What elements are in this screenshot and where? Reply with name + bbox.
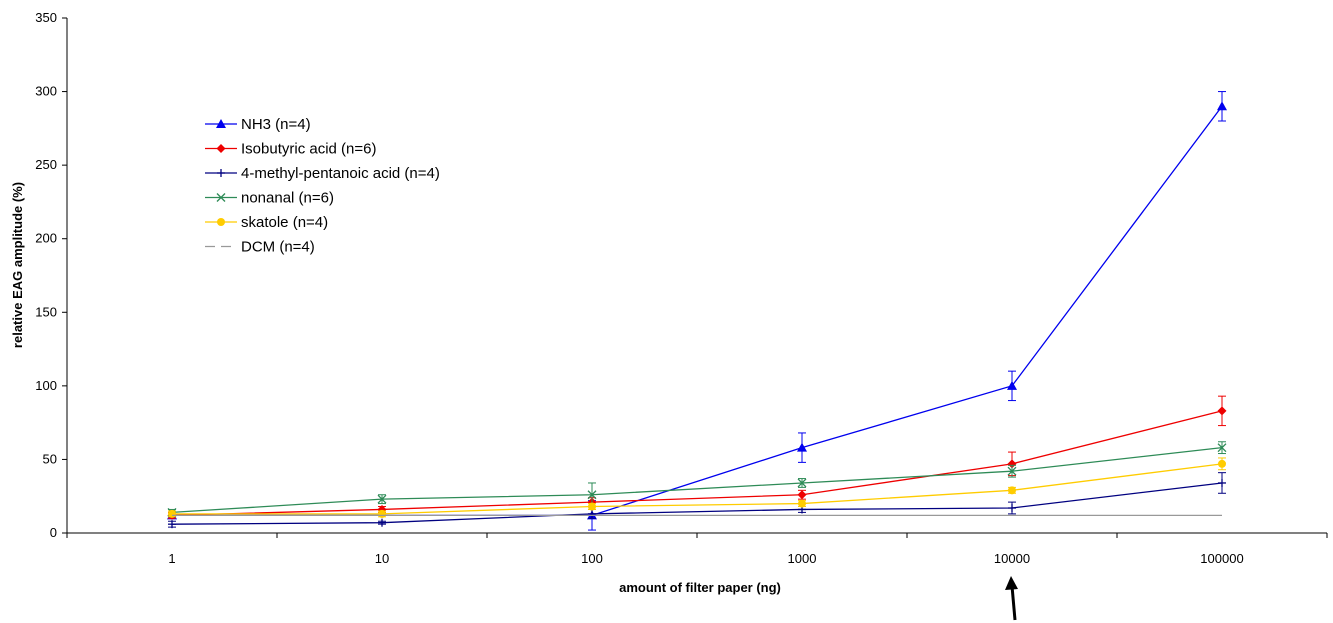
y-axis-title: relative EAG amplitude (%) xyxy=(10,182,25,348)
legend-entry: Isobutyric acid (n=6) xyxy=(205,141,376,158)
legend-label: DCM (n=4) xyxy=(241,239,315,256)
y-tick-label: 300 xyxy=(35,84,57,99)
data-point xyxy=(797,478,807,488)
x-tick-label: 10000 xyxy=(994,551,1030,566)
marker-triangle xyxy=(1217,101,1227,111)
legend-entry: skatole (n=4) xyxy=(205,214,328,231)
arrow-shaft xyxy=(1010,585,1017,621)
x-tick-label: 100 xyxy=(581,551,603,566)
x-tick-label: 1 xyxy=(168,551,175,566)
annotation-arrow xyxy=(1005,576,1018,621)
x-tick-label: 1000 xyxy=(788,551,817,566)
data-point xyxy=(168,520,176,529)
data-point xyxy=(588,509,596,518)
axes-layer: 0 50 100 150 200 250 300 350 1 10 100 1000 10000 1000… xyxy=(35,10,1328,566)
data-point xyxy=(168,509,176,518)
x-tick-label: 10 xyxy=(375,551,389,566)
data-point xyxy=(1008,486,1016,495)
legend-label: Isobutyric acid (n=6) xyxy=(241,141,376,158)
marker-x-b xyxy=(377,494,387,504)
marker-x-b xyxy=(1007,466,1017,476)
marker-triangle xyxy=(797,442,807,452)
marker-circle xyxy=(1008,486,1016,495)
data-point xyxy=(1217,101,1227,111)
marker-circle xyxy=(588,502,596,511)
x-axis-title: amount of filter paper (ng) xyxy=(619,580,781,595)
legend-label: skatole (n=4) xyxy=(241,214,328,231)
y-tick-label: 50 xyxy=(43,451,57,466)
legend-swatch-marker xyxy=(216,119,226,128)
y-tick-label: 200 xyxy=(35,231,57,246)
legend-entry: nonanal (n=6) xyxy=(205,190,334,207)
marker-circle xyxy=(1218,459,1226,468)
legend-swatch-marker xyxy=(217,218,225,226)
series-line xyxy=(171,482,1223,525)
marker-x-b xyxy=(587,490,597,500)
marker-x-b xyxy=(216,193,226,202)
legend-label: nonanal (n=6) xyxy=(241,190,334,207)
marker-circle xyxy=(217,218,225,226)
arrow-head xyxy=(1005,576,1018,590)
legend: NH3 (n=4) Isobutyric acid (n=6) 4-methyl-p… xyxy=(205,116,440,256)
data-point xyxy=(797,442,807,452)
legend-entry: NH3 (n=4) xyxy=(205,116,311,133)
series-line xyxy=(171,410,1223,516)
data-point xyxy=(1218,459,1226,468)
y-tick-label: 250 xyxy=(35,157,57,172)
series-4 xyxy=(168,457,1226,518)
data-point xyxy=(798,499,806,508)
data-point xyxy=(797,490,807,500)
marker-diamond xyxy=(1007,459,1017,469)
data-point xyxy=(1007,380,1017,390)
legend-swatch-marker xyxy=(217,169,225,177)
data-point xyxy=(1217,443,1227,453)
y-tick-label: 150 xyxy=(35,304,57,319)
data-point xyxy=(378,509,386,518)
legend-label: NH3 (n=4) xyxy=(241,116,311,133)
marker-circle xyxy=(378,509,386,518)
marker-diamond xyxy=(216,144,226,153)
marker-diamond xyxy=(1217,406,1227,416)
data-point xyxy=(378,518,386,527)
legend-entry: DCM (n=4) xyxy=(205,239,315,256)
data-point xyxy=(377,494,387,504)
data-point xyxy=(1218,478,1226,487)
x-tick-label: 100000 xyxy=(1200,551,1243,566)
data-point xyxy=(587,490,597,500)
data-point xyxy=(1217,406,1227,416)
marker-x-b xyxy=(1217,443,1227,453)
marker-diamond xyxy=(797,490,807,500)
y-tick-label: 350 xyxy=(35,10,57,25)
legend-swatch-marker xyxy=(216,144,226,153)
marker-x-b xyxy=(797,478,807,488)
marker-triangle xyxy=(1007,380,1017,390)
data-point xyxy=(1008,503,1016,512)
marker-circle xyxy=(168,509,176,518)
marker-circle xyxy=(798,499,806,508)
legend-label: 4-methyl-pentanoic acid (n=4) xyxy=(241,165,440,182)
marker-triangle xyxy=(216,119,226,128)
data-point xyxy=(1007,459,1017,469)
series-layer xyxy=(167,91,1227,531)
annotation-layer xyxy=(1005,576,1018,621)
data-point xyxy=(588,502,596,511)
series-line xyxy=(171,447,1223,514)
legend-swatch-marker xyxy=(216,193,226,202)
legend-entry: 4-methyl-pentanoic acid (n=4) xyxy=(205,165,440,182)
y-tick-label: 100 xyxy=(35,378,57,393)
y-tick-label: 0 xyxy=(50,525,57,540)
series-3 xyxy=(167,441,1227,517)
series-line xyxy=(172,463,1223,515)
data-point xyxy=(1007,466,1017,476)
